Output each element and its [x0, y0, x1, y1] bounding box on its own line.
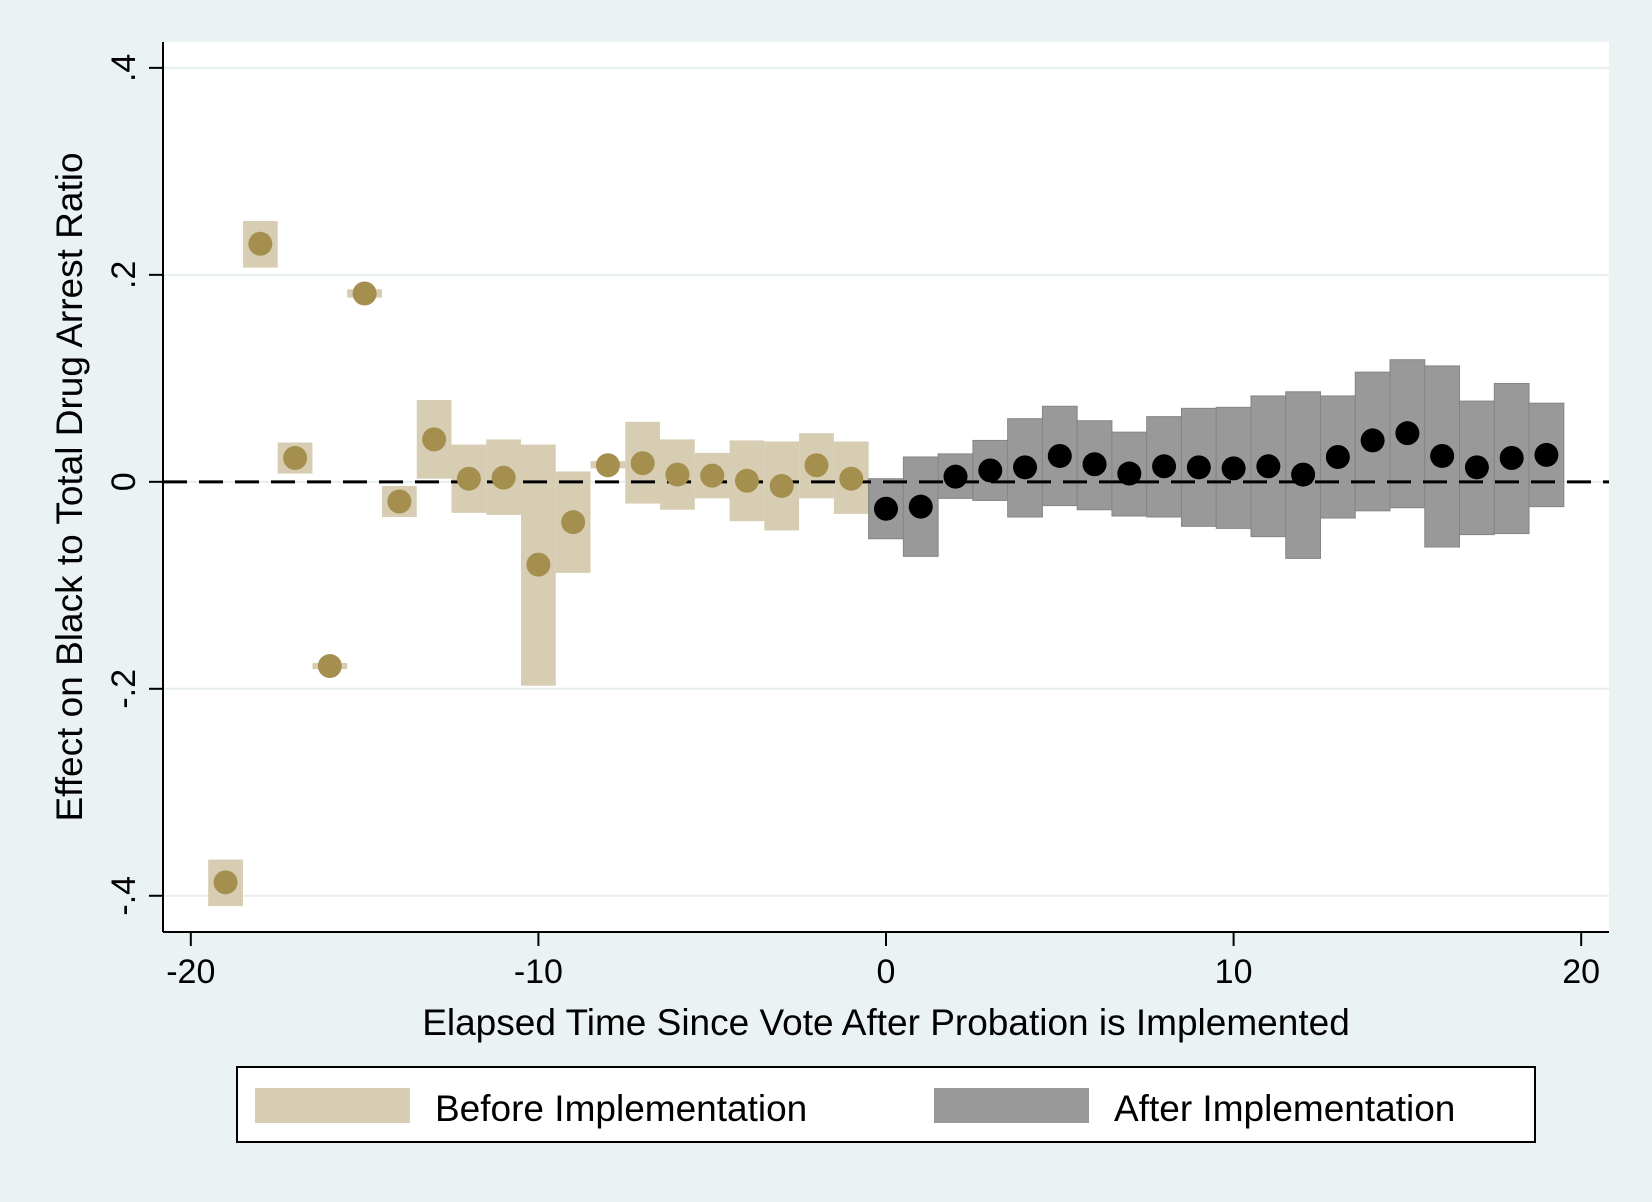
x-tick-label-3: 10 — [1215, 953, 1253, 991]
legend-swatch-before — [255, 1088, 410, 1123]
point-before-1 — [248, 231, 273, 256]
point-before-8 — [491, 465, 516, 490]
point-before-4 — [352, 281, 377, 306]
legend-label-after: After Implementation — [1114, 1088, 1455, 1129]
point-before-13 — [665, 462, 690, 487]
legend: Before Implementation After Implementati… — [236, 1066, 1536, 1143]
point-after-19 — [1534, 442, 1559, 467]
point-estimates — [213, 231, 1559, 895]
point-after-0 — [874, 496, 898, 521]
point-after-2 — [943, 464, 968, 489]
point-before-3 — [317, 654, 342, 679]
point-before-0 — [213, 870, 238, 895]
point-after-1 — [908, 494, 933, 519]
x-tick-label-4: 20 — [1562, 953, 1600, 991]
point-before-18 — [839, 466, 864, 491]
point-after-15 — [1395, 421, 1420, 446]
point-after-3 — [978, 458, 1003, 483]
point-after-7 — [1117, 461, 1142, 486]
point-after-5 — [1047, 443, 1072, 468]
x-axis-title: Elapsed Time Since Vote After Probation … — [422, 1002, 1350, 1043]
legend-label-before: Before Implementation — [435, 1088, 807, 1129]
legend-box — [236, 1066, 1536, 1143]
point-after-14 — [1360, 428, 1385, 453]
point-before-7 — [456, 466, 481, 491]
point-after-6 — [1082, 452, 1107, 477]
point-after-11 — [1256, 454, 1281, 479]
point-before-5 — [387, 489, 412, 514]
legend-swatch-after — [934, 1088, 1089, 1123]
point-after-8 — [1152, 454, 1177, 479]
x-tick-label-2: 0 — [877, 953, 896, 991]
y-tick-label-0: -.4 — [105, 876, 143, 916]
y-tick-label-2: 0 — [105, 472, 143, 491]
point-before-11 — [595, 453, 620, 478]
point-after-12 — [1291, 462, 1316, 487]
x-tick-label-1: -10 — [514, 953, 563, 991]
point-before-6 — [422, 427, 447, 452]
x-ticks: -20 -10 0 10 20 — [166, 932, 1600, 991]
y-axis-title: Effect on Black to Total Drug Arrest Rat… — [49, 152, 90, 821]
point-before-10 — [561, 510, 586, 535]
point-after-13 — [1325, 444, 1350, 469]
point-after-17 — [1464, 455, 1489, 480]
point-before-15 — [734, 468, 759, 493]
point-before-17 — [804, 453, 829, 478]
x-tick-label-0: -20 — [166, 953, 215, 991]
point-before-14 — [700, 463, 725, 488]
y-tick-label-4: .4 — [105, 54, 143, 82]
point-after-16 — [1430, 443, 1455, 468]
point-before-2 — [283, 446, 308, 471]
point-after-9 — [1186, 455, 1211, 480]
y-ticks: -.4 -.2 0 .2 .4 — [105, 54, 163, 916]
y-tick-label-3: .2 — [105, 261, 143, 289]
point-after-4 — [1013, 455, 1038, 480]
point-before-16 — [769, 473, 794, 498]
point-after-10 — [1221, 456, 1246, 481]
point-before-9 — [526, 552, 551, 577]
point-after-18 — [1499, 446, 1524, 471]
point-before-12 — [630, 451, 655, 476]
y-tick-label-1: -.2 — [105, 669, 143, 709]
